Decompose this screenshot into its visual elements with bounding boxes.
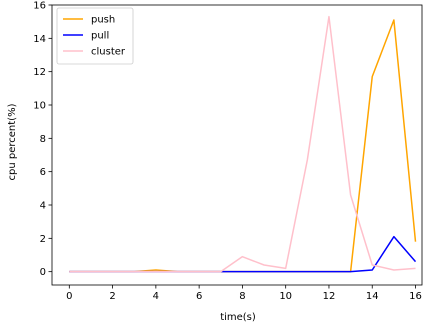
plot-frame [51, 4, 423, 286]
y-tick-label: 6 [40, 167, 46, 178]
y-tick-label: 8 [40, 134, 46, 145]
x-tick-label: 12 [323, 291, 336, 302]
y-tick-label: 16 [33, 1, 46, 12]
y-axis-ticks: 0 2 4 6 8 10 12 14 16 [33, 1, 52, 278]
x-tick-label: 4 [153, 291, 159, 302]
y-tick-label: 2 [40, 234, 46, 245]
x-axis-label: time(s) [220, 312, 256, 323]
x-tick-label: 10 [279, 291, 292, 302]
x-axis-ticks: 0 2 4 6 8 10 12 14 16 [66, 285, 422, 302]
legend-label-pull: pull [91, 31, 109, 42]
x-tick-label: 8 [239, 291, 245, 302]
x-tick-label: 16 [409, 291, 422, 302]
x-tick-label: 6 [196, 291, 202, 302]
x-tick-label: 2 [109, 291, 115, 302]
plot-area-border [51, 4, 423, 286]
x-tick-label: 14 [366, 291, 379, 302]
y-tick-label: 10 [33, 101, 46, 112]
x-tick-label: 0 [66, 291, 72, 302]
series-layer [69, 15, 417, 273]
legend-label-push: push [91, 15, 115, 26]
y-tick-label: 4 [40, 201, 46, 212]
y-tick-label: 12 [33, 67, 46, 78]
legend: push pull cluster [56, 7, 134, 65]
y-tick-label: 14 [33, 34, 46, 45]
series-line-cluster [69, 15, 416, 273]
y-tick-label: 0 [40, 267, 46, 278]
y-axis-label: cpu percent(%) [7, 103, 18, 180]
legend-label-cluster: cluster [91, 47, 126, 58]
legend-box [56, 7, 134, 65]
